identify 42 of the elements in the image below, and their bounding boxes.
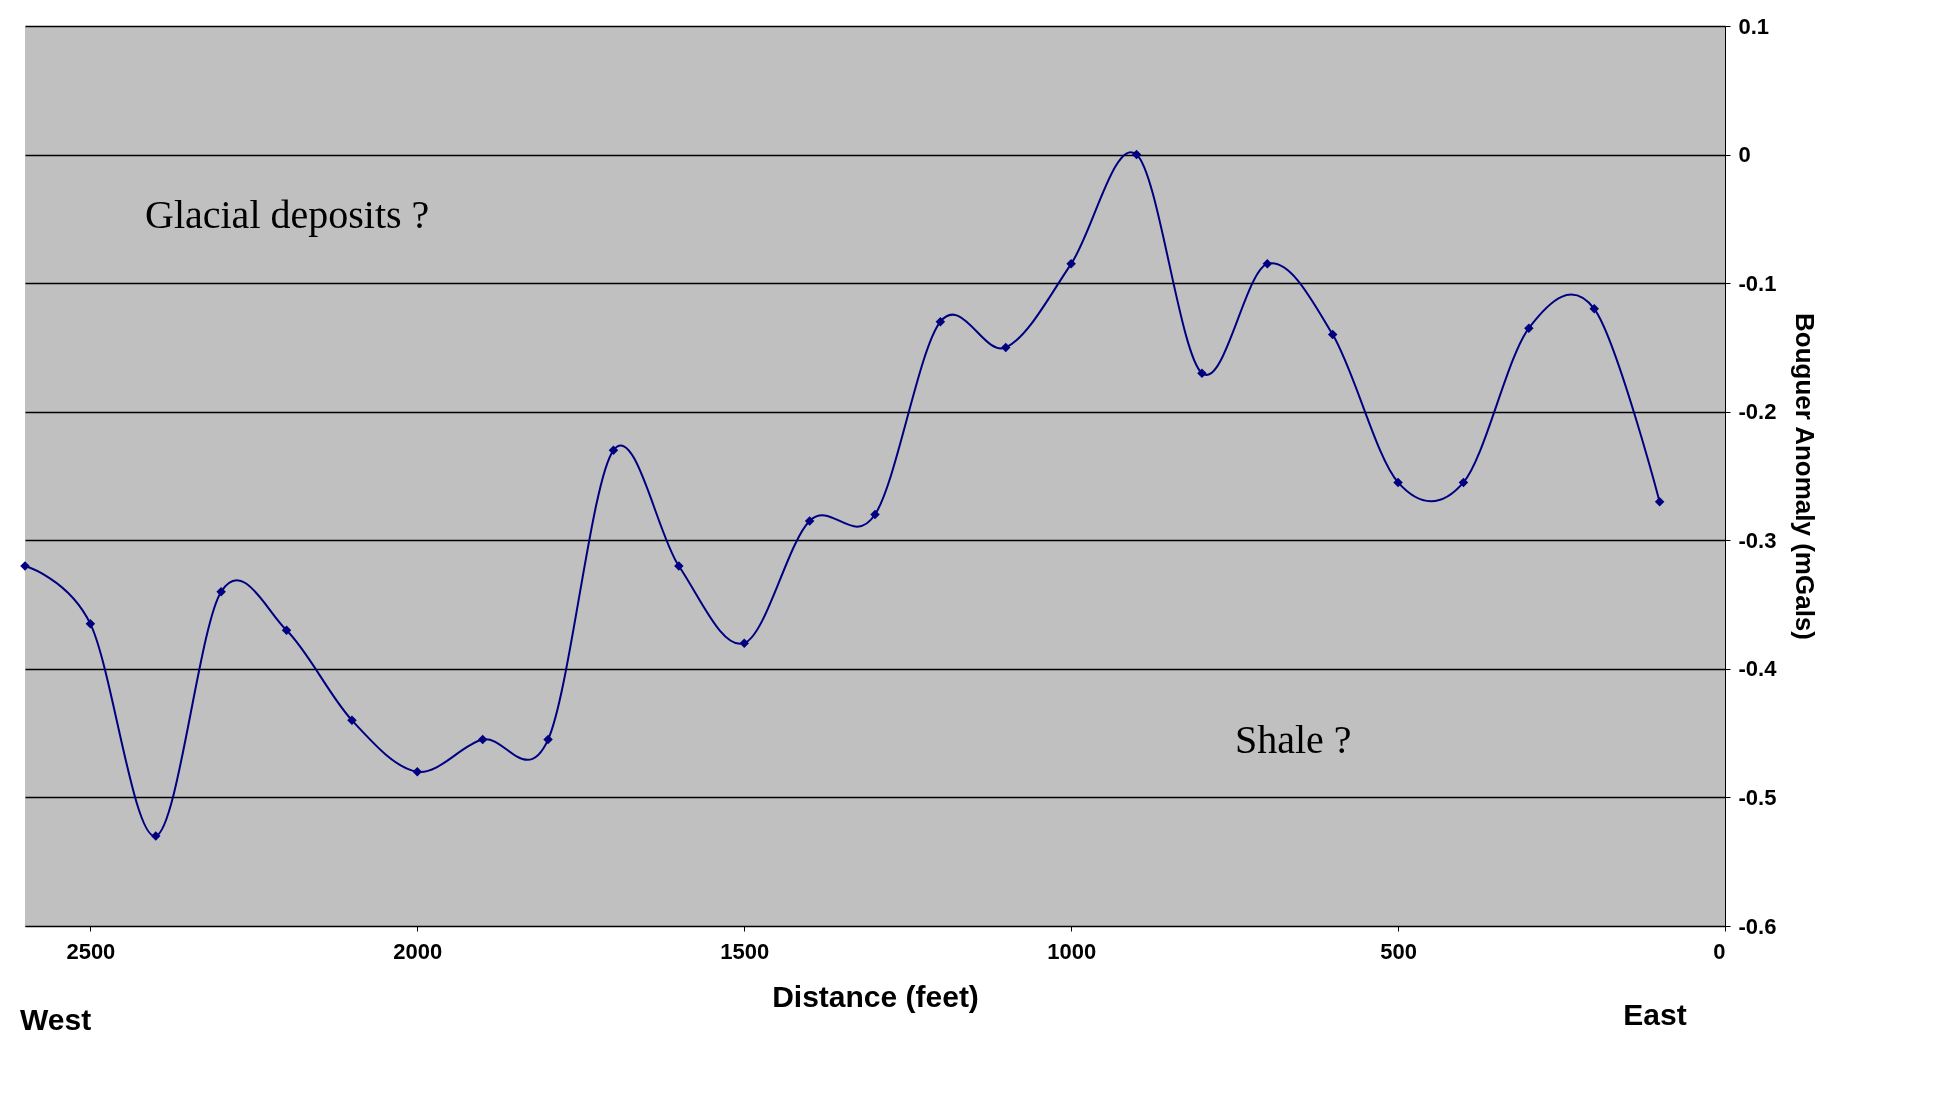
y-tick-label: -0.2: [1738, 399, 1777, 425]
point: [216, 586, 226, 597]
point: [608, 445, 619, 456]
point: [804, 516, 815, 526]
point: [1458, 477, 1469, 488]
y-tick-label: 0: [1738, 142, 1751, 168]
y-tick-label: -0.6: [1738, 913, 1777, 939]
annotation: Glacial deposits ?: [145, 192, 430, 237]
x-tick-label: 2000: [393, 938, 443, 964]
x-tick-label: 0: [1713, 938, 1726, 964]
x-tick-label: 1000: [1047, 938, 1097, 964]
x-tick-label: 2500: [66, 938, 116, 964]
point: [935, 316, 946, 327]
point: [1393, 477, 1403, 488]
point: [870, 509, 880, 520]
text: West: [20, 1003, 92, 1036]
x-axis-title: Distance (feet): [772, 979, 979, 1013]
point: [1066, 259, 1076, 269]
annotation: Shale ?: [1235, 717, 1352, 762]
point: [543, 734, 553, 745]
point: [1327, 329, 1338, 340]
x-tick-label: 1500: [720, 938, 770, 964]
y-tick-label: 0.1: [1738, 13, 1770, 39]
point: [739, 638, 749, 648]
y-tick-label: -0.1: [1738, 270, 1777, 296]
point: [281, 625, 292, 636]
point: [1131, 149, 1142, 160]
text: East: [1623, 998, 1687, 1031]
point: [477, 734, 488, 745]
point: [347, 715, 357, 726]
y-tick-label: -0.3: [1738, 527, 1777, 553]
point: [85, 619, 96, 629]
x-tick-label: 500: [1380, 938, 1417, 964]
y-tick-label: -0.4: [1738, 656, 1778, 682]
y-axis-title: Bouguer Anomaly (mGals): [1790, 313, 1821, 640]
point: [1654, 496, 1665, 507]
point: [1524, 323, 1534, 333]
point: [1262, 259, 1273, 269]
point: [1589, 304, 1599, 314]
point: [412, 766, 423, 777]
y-tick-label: -0.5: [1738, 784, 1777, 810]
point: [1001, 342, 1011, 353]
